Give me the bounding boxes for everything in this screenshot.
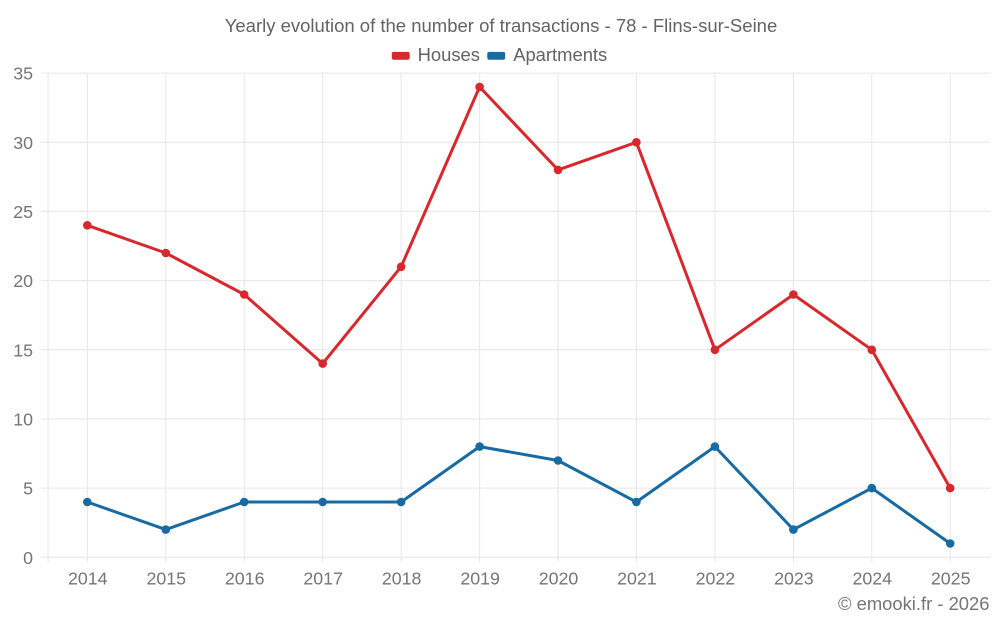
svg-text:2024: 2024 [853, 569, 893, 589]
svg-text:35: 35 [13, 64, 33, 84]
svg-text:2021: 2021 [617, 569, 657, 589]
svg-text:30: 30 [13, 133, 33, 153]
svg-text:2023: 2023 [774, 569, 814, 589]
svg-text:2014: 2014 [68, 569, 108, 589]
svg-text:2017: 2017 [303, 569, 343, 589]
svg-text:0: 0 [23, 548, 33, 568]
svg-text:5: 5 [23, 479, 33, 499]
svg-text:2016: 2016 [225, 569, 265, 589]
svg-text:10: 10 [13, 410, 33, 430]
svg-text:15: 15 [13, 340, 33, 360]
svg-text:Houses: Houses [418, 44, 480, 65]
svg-text:© emooki.fr - 2026: © emooki.fr - 2026 [838, 593, 990, 614]
svg-text:Apartments: Apartments [513, 44, 607, 65]
svg-text:2019: 2019 [460, 569, 500, 589]
svg-text:2022: 2022 [696, 569, 736, 589]
svg-text:2020: 2020 [539, 569, 579, 589]
svg-text:2025: 2025 [931, 569, 971, 589]
svg-text:20: 20 [13, 271, 33, 291]
svg-text:2015: 2015 [147, 569, 187, 589]
svg-text:Yearly evolution of the number: Yearly evolution of the number of transa… [225, 15, 778, 36]
svg-text:25: 25 [13, 202, 33, 222]
svg-text:2018: 2018 [382, 569, 422, 589]
